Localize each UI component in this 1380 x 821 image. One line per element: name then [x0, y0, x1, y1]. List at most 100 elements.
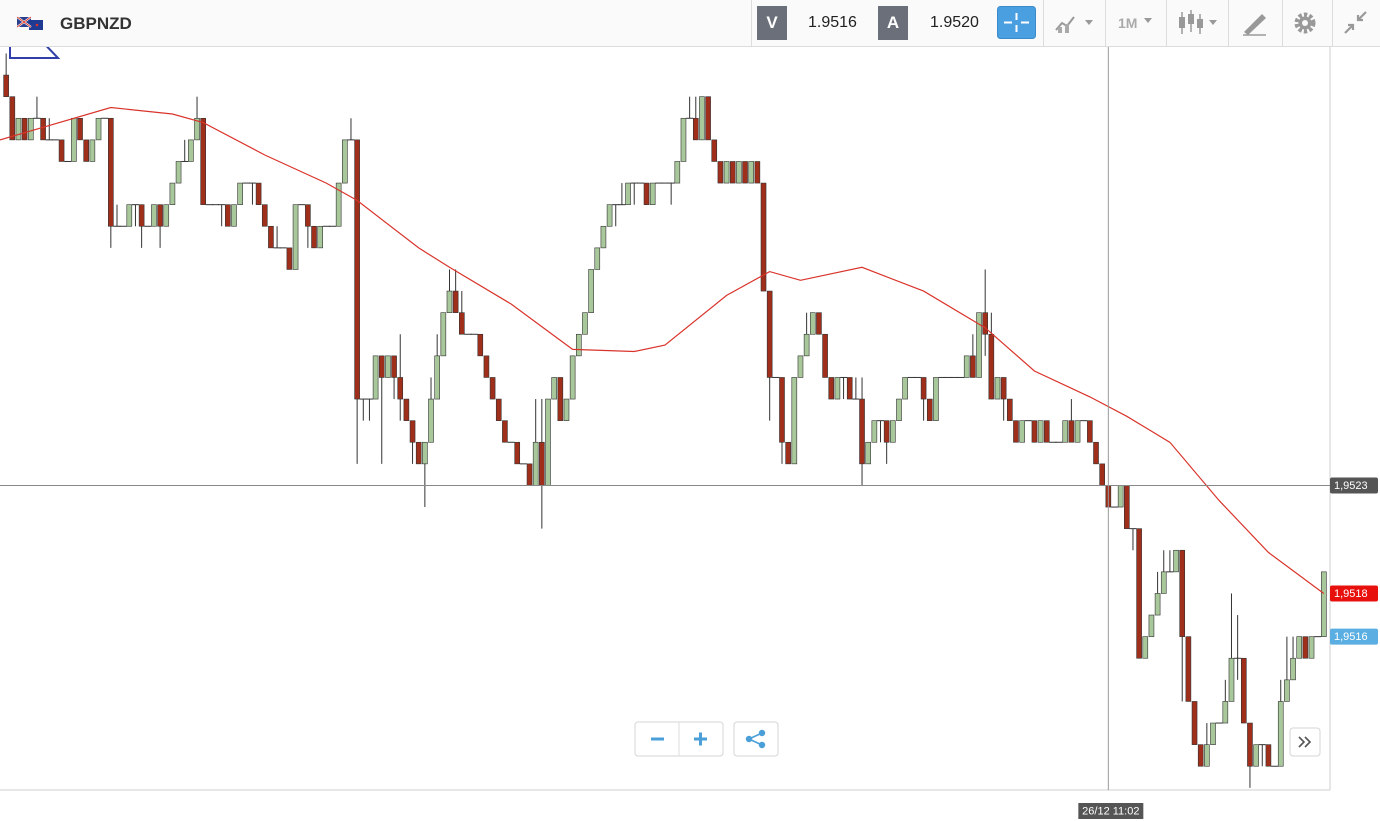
candle-body [1148, 614, 1155, 637]
candle-body [452, 290, 459, 313]
candle-body [766, 290, 773, 378]
candle-body [545, 398, 551, 486]
candle-body [1136, 528, 1142, 659]
candle-body [15, 117, 22, 141]
candle-body [742, 161, 748, 184]
candle-body [809, 312, 816, 335]
candle-body [71, 117, 77, 162]
candle-body [834, 377, 841, 400]
chart-type-button[interactable] [1052, 8, 1097, 38]
candle-body [822, 333, 828, 378]
candle-body [1099, 463, 1105, 486]
candle-body [594, 247, 601, 270]
candle-body [163, 204, 170, 227]
toolbar: GBPNZD V 1.9516 A 1.9520 1M [0, 0, 1380, 47]
candle-body [268, 225, 274, 249]
candle-body [27, 117, 34, 141]
candle-body [138, 204, 145, 227]
candle-body [40, 117, 46, 141]
candle-body [1154, 593, 1161, 616]
candle-body [1173, 549, 1179, 573]
candle-body [1197, 744, 1204, 767]
candle-body [1093, 441, 1099, 465]
ask-price[interactable]: 1.9520 [930, 14, 979, 31]
candle-body [169, 182, 176, 205]
candle-body [1228, 657, 1235, 702]
price-tag-label: 1,9523 [1334, 480, 1368, 492]
candle-body [1191, 701, 1198, 745]
candle-body [188, 139, 194, 162]
candle-body [385, 355, 391, 378]
separator [1166, 0, 1167, 46]
candle-body [89, 139, 96, 162]
price-tag [1330, 585, 1378, 602]
candle-body [791, 377, 798, 465]
candle-body [77, 117, 83, 141]
marks [0, 53, 1327, 788]
candle-body [1037, 420, 1044, 443]
candle-body [963, 355, 970, 378]
candle-body [982, 312, 988, 335]
candle-body [785, 441, 791, 465]
candle-body [1074, 420, 1081, 443]
candle-body [409, 420, 416, 443]
candle-body [255, 182, 262, 205]
draw-button[interactable] [1240, 8, 1270, 38]
candle-body [95, 117, 102, 141]
zoom-in[interactable] [694, 732, 707, 746]
candle-body [1000, 377, 1007, 400]
candle-body [883, 420, 890, 443]
separator [1332, 0, 1333, 46]
candle-body [422, 441, 428, 465]
bid-label: V [757, 6, 787, 40]
candle-body [976, 312, 982, 378]
candle-body [502, 420, 508, 443]
candle-body [1290, 657, 1296, 681]
candle-body [563, 398, 570, 421]
zoom-controls [634, 721, 1321, 757]
price-tag [1330, 628, 1378, 645]
candle-body [126, 204, 133, 227]
timeframe[interactable]: 1M [1118, 15, 1138, 31]
candle-body [1308, 636, 1315, 659]
candle-body [108, 117, 114, 227]
candle-body [846, 377, 853, 400]
candle-body [723, 161, 730, 184]
crosshair-label-box [1078, 803, 1144, 819]
candle-body [157, 204, 163, 227]
overlay: 1,9523 1,9518 1,9516 26/12 11:02 [0, 47, 1378, 819]
candle-body [557, 377, 564, 421]
collapse-button[interactable] [1341, 8, 1371, 38]
candle-body [970, 355, 976, 378]
candle-body [261, 204, 268, 227]
candle-body [588, 269, 594, 313]
candle-body [779, 377, 785, 443]
candle-body [194, 117, 200, 141]
candle-body [428, 398, 434, 443]
candle-body [495, 398, 502, 421]
candle-body [1043, 420, 1050, 443]
candle-body [705, 96, 711, 141]
candles-button[interactable] [1176, 8, 1221, 38]
price-tag-label: 1,9518 [1334, 588, 1368, 600]
candle-body [1087, 420, 1093, 443]
candle-body [1160, 571, 1167, 594]
candle-body [816, 312, 822, 335]
candle-body [342, 139, 348, 184]
bid-price[interactable]: 1.9516 [808, 14, 857, 31]
candle-body [526, 463, 533, 486]
price-tag-label: 1,9516 [1334, 631, 1368, 643]
candle-body [1117, 485, 1124, 508]
candle-body [1124, 485, 1130, 529]
candle-body [859, 398, 865, 465]
settings-button[interactable] [1290, 8, 1320, 38]
candle-body [532, 441, 539, 486]
candle-body [1179, 549, 1186, 637]
crosshair-button[interactable] [997, 6, 1037, 40]
candle-body [231, 204, 237, 227]
candle-body [896, 398, 902, 421]
separator [751, 0, 752, 46]
candle-body [175, 161, 182, 184]
share-button[interactable] [733, 721, 779, 757]
